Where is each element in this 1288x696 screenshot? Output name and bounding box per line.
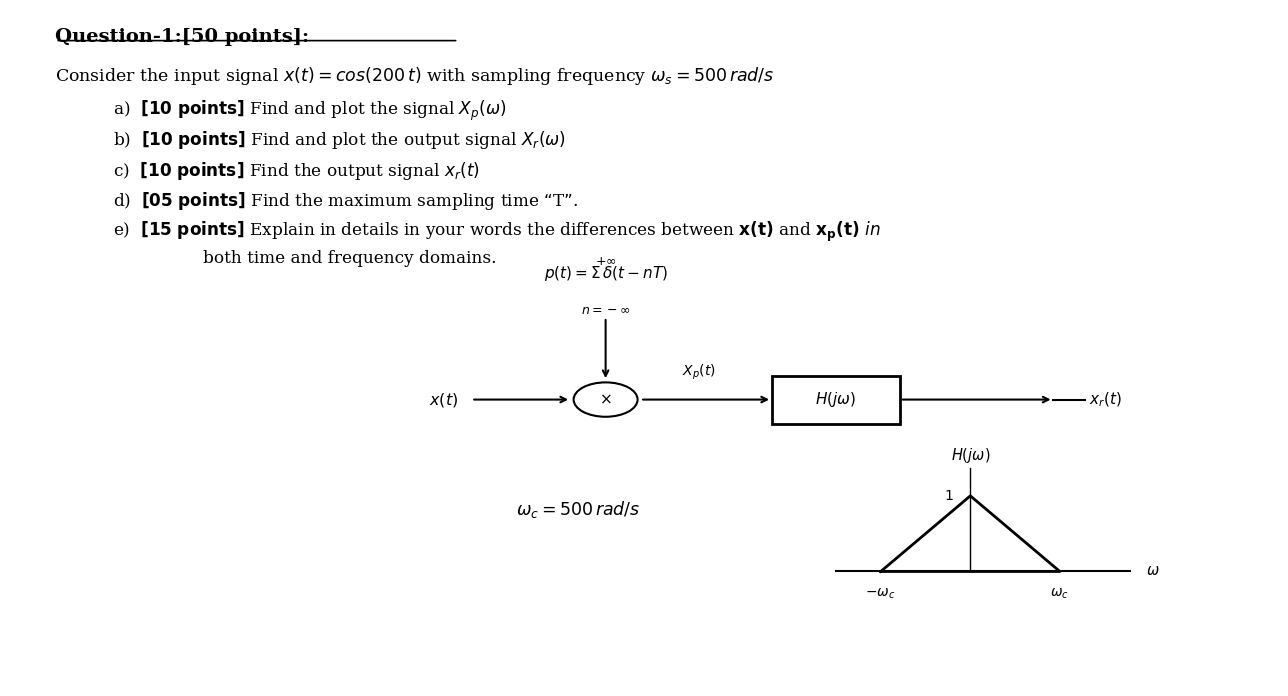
Text: $X_p(t)$: $X_p(t)$ [683, 363, 716, 382]
Text: Question-1:[50 points]:: Question-1:[50 points]: [55, 29, 309, 46]
Text: $+\infty$: $+\infty$ [595, 255, 617, 267]
Text: $1$: $1$ [944, 489, 953, 503]
Text: a)  $\mathbf{[10\ points]}$ Find and plot the signal $X_p(\omega)$: a) $\mathbf{[10\ points]}$ Find and plot… [113, 99, 506, 123]
Text: $\times$: $\times$ [599, 393, 612, 406]
FancyBboxPatch shape [772, 376, 900, 424]
Text: $n = -\infty$: $n = -\infty$ [581, 304, 631, 317]
Text: e)  $\mathbf{[15\ points]}$ Explain in details in your words the differences bet: e) $\mathbf{[15\ points]}$ Explain in de… [113, 220, 881, 244]
Text: $x(t)$: $x(t)$ [429, 390, 459, 409]
Text: Consider the input signal $x(t) = cos(200\,t)$ with sampling frequency $\omega_s: Consider the input signal $x(t) = cos(20… [55, 65, 775, 87]
Text: $H(j\omega)$: $H(j\omega)$ [951, 446, 990, 465]
Text: b)  $\mathbf{[10\ points]}$ Find and plot the output signal $X_r(\omega)$: b) $\mathbf{[10\ points]}$ Find and plot… [113, 129, 565, 151]
Text: both time and frequency domains.: both time and frequency domains. [202, 251, 496, 267]
Text: $p(t) = \Sigma\,\delta(t - nT)$: $p(t) = \Sigma\,\delta(t - nT)$ [544, 264, 667, 283]
Text: $\omega$: $\omega$ [1145, 564, 1159, 578]
Text: $H(j\omega)$: $H(j\omega)$ [815, 390, 857, 409]
Text: c)  $\mathbf{[10\ points]}$ Find the output signal $x_r(t)$: c) $\mathbf{[10\ points]}$ Find the outp… [113, 159, 480, 182]
Text: $x_r(t)$: $x_r(t)$ [1090, 390, 1122, 409]
Text: $\omega_c$: $\omega_c$ [1051, 587, 1069, 601]
Text: $\omega_c = 500\,rad/s$: $\omega_c = 500\,rad/s$ [516, 499, 640, 520]
Text: d)  $\mathbf{[05\ points]}$ Find the maximum sampling time “T”.: d) $\mathbf{[05\ points]}$ Find the maxi… [113, 190, 578, 212]
Text: $-\omega_c$: $-\omega_c$ [866, 587, 896, 601]
